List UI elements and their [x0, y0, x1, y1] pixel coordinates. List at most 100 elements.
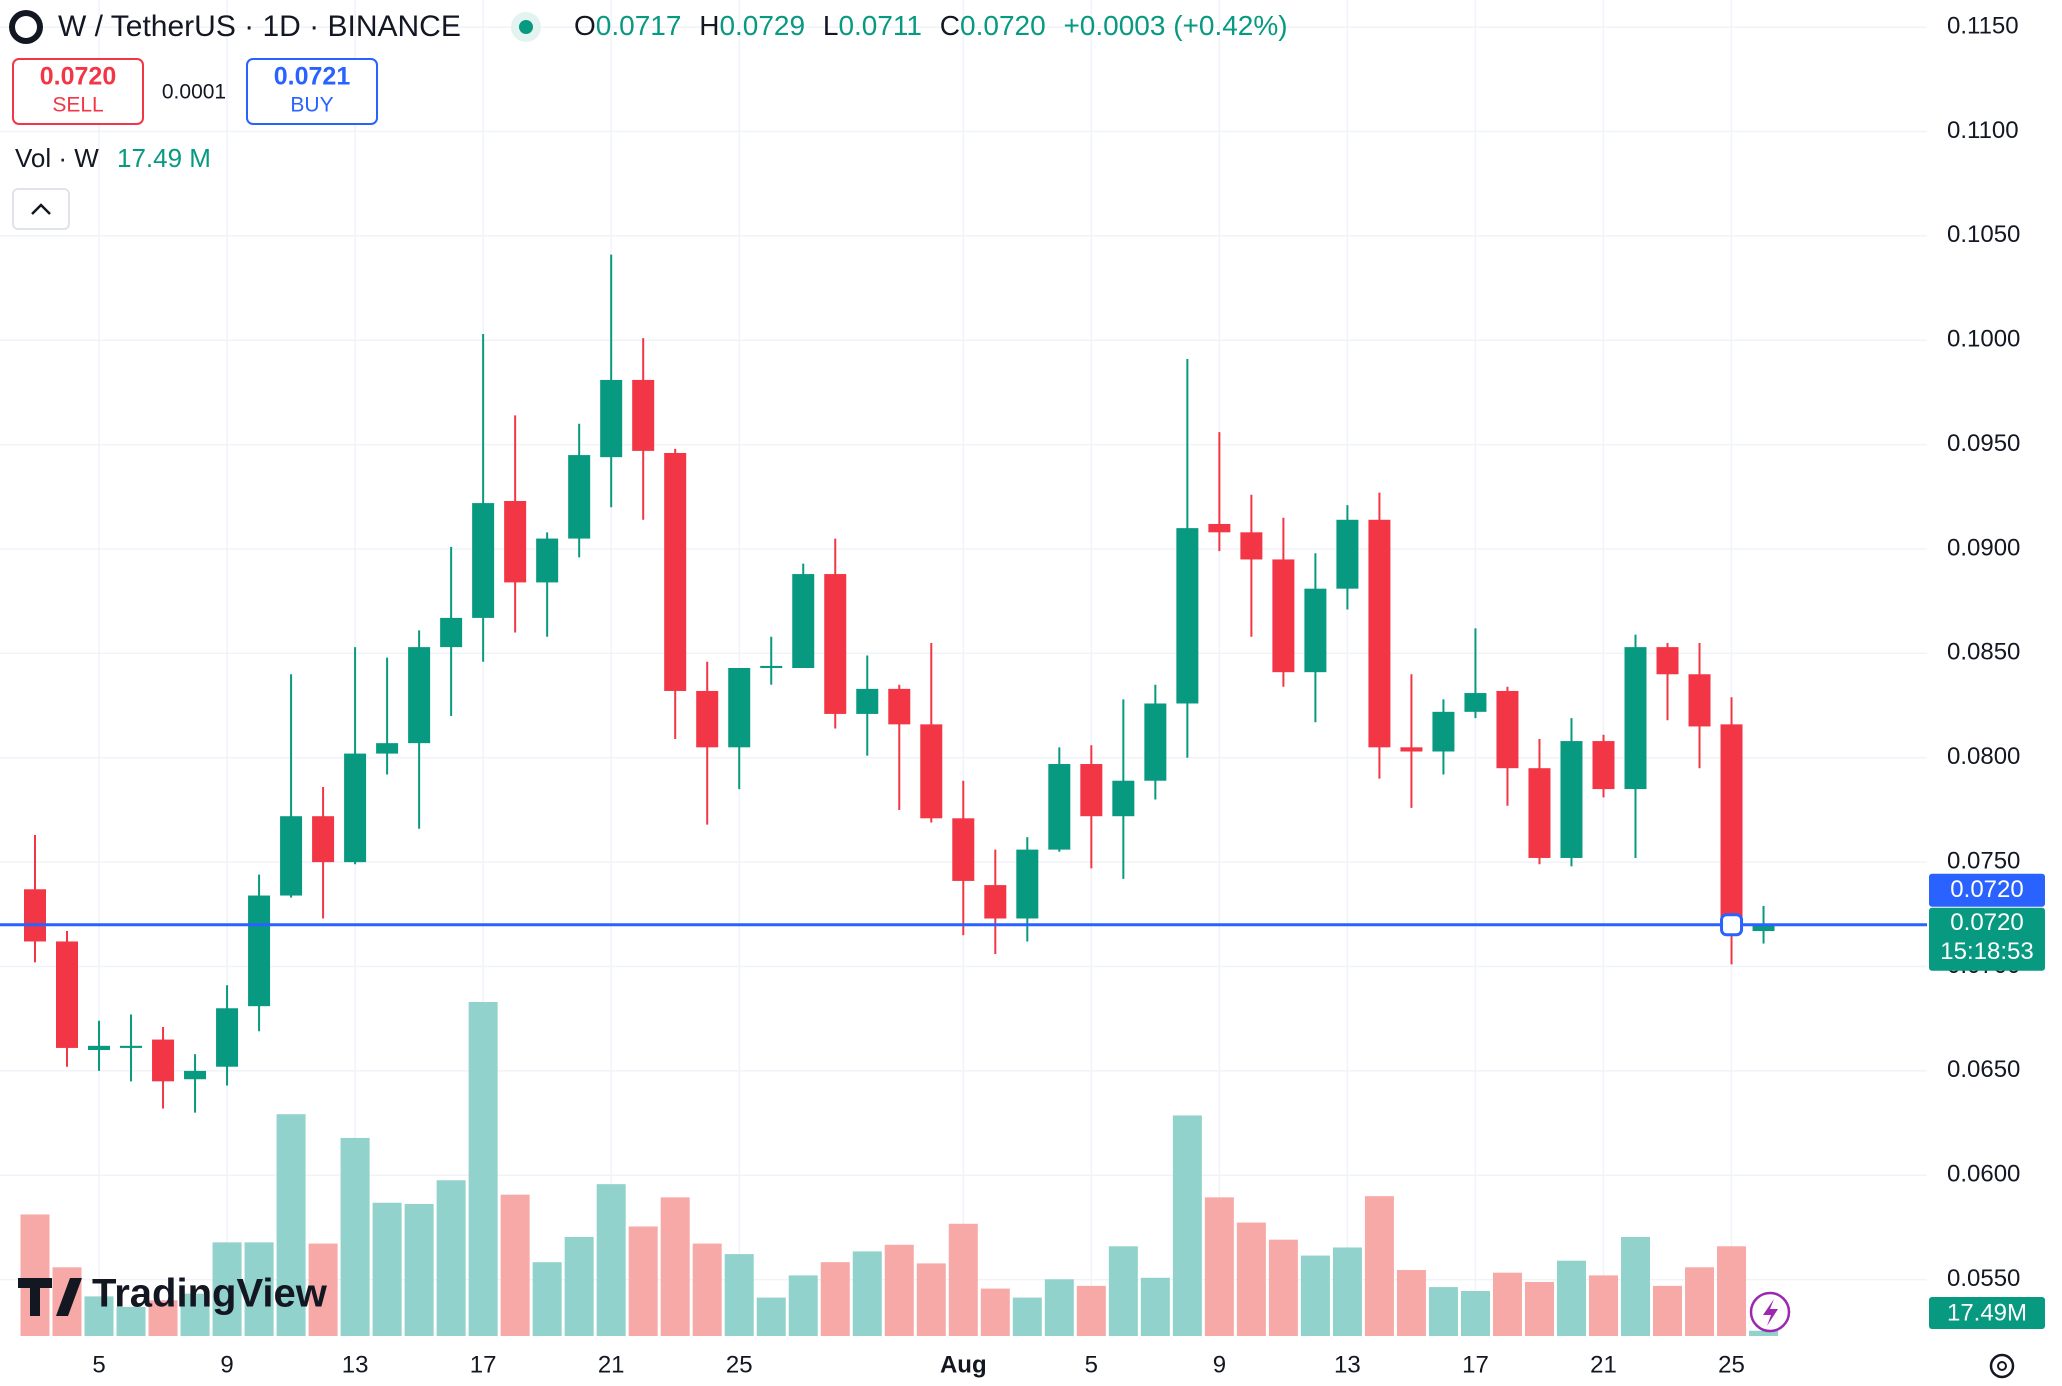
candle-body: [536, 538, 559, 583]
candle-body: [1528, 768, 1551, 858]
ohlc-key: L: [823, 10, 839, 41]
symbol-title[interactable]: W / TetherUS · 1D · BINANCE: [58, 10, 461, 43]
volume-bar: [276, 1114, 306, 1336]
collapse-icon: [31, 203, 51, 215]
volume-badge: [1929, 1297, 2045, 1329]
candle-body: [1560, 741, 1583, 858]
volume-bar: [1588, 1275, 1618, 1336]
volume-bar: [1428, 1287, 1458, 1336]
x-tick-label: 5: [92, 1351, 105, 1378]
candle-body: [184, 1070, 207, 1080]
candle-body: [216, 1008, 239, 1067]
candle-body: [1336, 519, 1359, 589]
candle-body: [1624, 647, 1647, 790]
candle-body: [824, 574, 847, 714]
volume-bar: [724, 1254, 754, 1336]
volume-bar: [1749, 1330, 1779, 1336]
settings-button[interactable]: [1989, 1353, 2015, 1379]
volume-bar: [852, 1251, 882, 1336]
candle-body: [472, 503, 495, 618]
volume-bar: [20, 1214, 50, 1336]
candle-body: [888, 688, 911, 725]
ohlc-key: O: [574, 10, 596, 41]
sell-button[interactable]: [12, 58, 144, 125]
candle-body: [1720, 724, 1743, 925]
volume-bar: [212, 1242, 242, 1336]
y-tick-label: 0.0550: [1947, 1265, 2020, 1292]
candle-body: [1304, 588, 1327, 673]
buy-button[interactable]: [246, 58, 378, 125]
volume-badge-label: 17.49M: [1947, 1299, 2027, 1326]
candle-body: [1048, 764, 1071, 850]
volume-bar: [404, 1203, 434, 1336]
ohlc-key: C: [940, 10, 960, 41]
candle-body: [1080, 764, 1103, 817]
candle-body: [632, 379, 655, 451]
volume-bar: [756, 1297, 786, 1336]
volume-bar: [1332, 1247, 1362, 1336]
candle-body: [728, 668, 751, 748]
y-tick-label: 0.1100: [1947, 117, 2019, 144]
candle-body: [1400, 747, 1423, 752]
volume-bar: [1236, 1222, 1266, 1336]
x-tick-label: 17: [1462, 1351, 1489, 1378]
x-tick-label: 9: [220, 1351, 233, 1378]
candle-body: [1496, 690, 1519, 769]
x-tick-label: 17: [470, 1351, 497, 1378]
brand-name: TradingView: [92, 1272, 328, 1316]
volume-bar: [1012, 1297, 1042, 1336]
volume-bar: [1108, 1246, 1138, 1336]
volume-bar: [500, 1194, 530, 1336]
price-axis: 0.1150 0.1100 0.1050 0.1000 0.0950 0.0900 0.08…: [92, 12, 2045, 1378]
volume-bar: [948, 1223, 978, 1336]
candle-body: [568, 455, 591, 539]
ohlc-value: 0.0729: [719, 10, 805, 41]
volume-bar: [148, 1300, 178, 1336]
lightning-icon: [1763, 1299, 1778, 1326]
volume-bar: [1524, 1281, 1554, 1336]
y-tick-label: 0.0800: [1947, 743, 2020, 770]
volume-bar: [1653, 1285, 1683, 1336]
candle-body: [1464, 693, 1487, 712]
y-tick-label: 0.0600: [1947, 1161, 2020, 1188]
volume-bar: [308, 1243, 338, 1336]
volume-bar: [1396, 1269, 1426, 1336]
candle-body: [1432, 711, 1455, 752]
x-tick-label: 21: [1590, 1351, 1617, 1378]
candle-body: [760, 665, 783, 668]
volume-bar: [980, 1288, 1010, 1336]
candle-body: [984, 885, 1007, 919]
volume-bar: [692, 1243, 722, 1336]
candle-body: [1208, 523, 1231, 533]
x-tick-label: 21: [598, 1351, 625, 1378]
change: +0.0003 (+0.42%): [1063, 10, 1287, 41]
collapse-button[interactable]: [12, 188, 70, 230]
brand-logo: [18, 1278, 82, 1316]
volume-bar: [628, 1226, 658, 1336]
y-tick-label: 0.1150: [1947, 12, 2019, 39]
candle-body: [504, 501, 527, 583]
volume-bar: [1044, 1279, 1074, 1336]
candle-body: [1144, 703, 1167, 781]
bid-label: 0.0720: [1950, 876, 2023, 903]
volume-bar: [1460, 1290, 1490, 1336]
y-tick-label: 0.0950: [1947, 430, 2020, 457]
y-tick-label: 0.1050: [1947, 221, 2020, 248]
volume-bar: [1717, 1246, 1747, 1336]
x-tick-label: Aug: [940, 1351, 987, 1378]
volume-bar: [820, 1262, 850, 1336]
x-tick-label: 25: [1718, 1351, 1745, 1378]
volume-bar: [532, 1262, 562, 1336]
x-tick-label: 13: [1334, 1351, 1361, 1378]
volume-bar: [340, 1137, 370, 1336]
volume-bar: [564, 1236, 594, 1336]
volume-bar: [372, 1202, 402, 1336]
x-tick-label: 9: [1213, 1351, 1226, 1378]
y-tick-label: 0.0900: [1947, 534, 2020, 561]
buy-price: 0.0721: [274, 63, 351, 91]
volume-bar: [1556, 1260, 1586, 1336]
volume-bar: [660, 1197, 690, 1336]
countdown: 15:18:53: [1940, 938, 2033, 965]
candle-body: [600, 379, 623, 458]
candle-body: [120, 1045, 143, 1048]
